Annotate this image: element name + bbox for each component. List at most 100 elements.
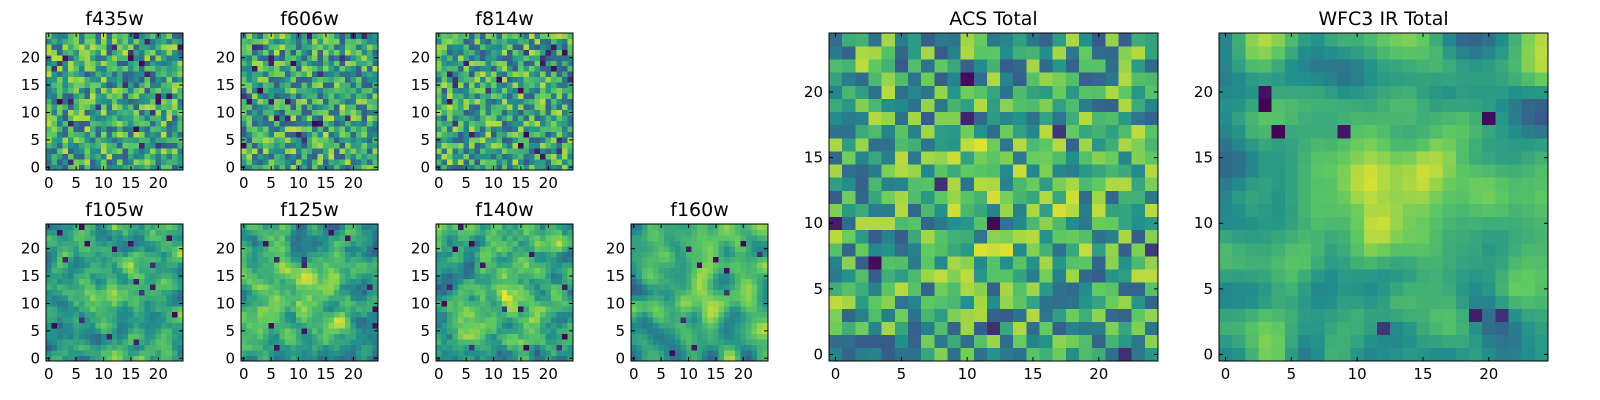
heatmap-cell <box>251 60 258 67</box>
heatmap-cell <box>323 344 330 351</box>
heatmap-cell <box>713 256 720 263</box>
heatmap-cell <box>685 333 692 340</box>
heatmap-cell <box>367 137 373 143</box>
heatmap-cell <box>457 295 464 302</box>
heatmap-cell <box>367 126 373 132</box>
heatmap-cell <box>262 137 269 143</box>
heatmap-cell <box>556 109 563 116</box>
heatmap-cell <box>290 224 297 230</box>
heatmap-cell <box>56 142 63 149</box>
heatmap-cell <box>128 43 135 50</box>
heatmap-cell <box>144 267 151 274</box>
heatmap-cell <box>436 87 442 94</box>
heatmap-cell <box>540 60 546 67</box>
heatmap-cell <box>122 148 129 154</box>
heatmap-cell <box>290 322 297 329</box>
heatmap-cell <box>84 98 91 105</box>
heatmap-cell <box>496 289 503 296</box>
heatmap-cell <box>641 273 648 280</box>
heatmap-cell <box>139 328 145 334</box>
heatmap-cell <box>251 43 258 50</box>
heatmap-cell <box>361 87 368 94</box>
heatmap-cell <box>372 33 379 39</box>
heatmap-cell <box>317 339 324 345</box>
heatmap-cell <box>241 306 247 313</box>
heatmap-cell <box>350 71 357 78</box>
heatmap-cell <box>350 126 357 132</box>
heatmap-cell <box>268 109 275 116</box>
heatmap-cell <box>279 306 286 313</box>
heatmap-cell <box>133 251 140 258</box>
heatmap-cell <box>485 104 492 111</box>
heatmap-cell <box>1065 164 1080 178</box>
heatmap-cell <box>67 120 74 127</box>
heatmap-cell <box>284 322 291 329</box>
y-tick-label: 10 <box>216 103 235 121</box>
heatmap-cell <box>691 256 698 263</box>
heatmap-cell <box>257 300 264 307</box>
heatmap-cell <box>67 234 74 241</box>
heatmap-cell <box>540 76 546 83</box>
heatmap-cell <box>1065 282 1080 296</box>
heatmap-cell <box>647 300 654 307</box>
heatmap-cell <box>479 339 486 345</box>
heatmap-cell <box>707 224 714 230</box>
heatmap-cell <box>696 350 703 356</box>
heatmap-cell <box>724 306 730 313</box>
heatmap-cell <box>56 159 63 165</box>
heatmap-cell <box>556 350 563 356</box>
heatmap-cell <box>545 240 552 247</box>
heatmap-cell <box>367 240 373 247</box>
heatmap-cell <box>328 344 335 351</box>
heatmap-cell <box>556 273 563 280</box>
heatmap-cell <box>84 49 91 56</box>
heatmap-cell <box>829 216 843 231</box>
heatmap-cell <box>106 245 113 252</box>
heatmap-cell <box>262 131 269 138</box>
heatmap-cell <box>485 71 492 78</box>
heatmap-cell <box>1144 229 1159 244</box>
heatmap-cell <box>246 229 253 236</box>
heatmap-cell <box>702 224 709 230</box>
heatmap-cell <box>562 262 568 269</box>
heatmap-cell <box>139 76 145 83</box>
heatmap-cell <box>323 350 330 356</box>
heatmap-cell <box>345 153 351 160</box>
heatmap-cell <box>663 355 670 362</box>
heatmap-cell <box>829 151 843 165</box>
heatmap-cell <box>177 87 184 94</box>
y-tick-label: 10 <box>411 294 430 312</box>
heatmap-cell <box>762 240 769 247</box>
heatmap-cell <box>345 43 351 50</box>
heatmap-cell <box>523 339 530 345</box>
heatmap-cell <box>295 333 302 340</box>
heatmap-cell <box>507 273 514 280</box>
heatmap-cell <box>468 251 475 258</box>
heatmap-cell <box>117 295 124 302</box>
heatmap-cell <box>436 267 442 274</box>
heatmap-cell <box>150 65 156 72</box>
heatmap-cell <box>545 159 552 165</box>
heatmap-cell <box>501 71 508 78</box>
heatmap-cell <box>106 148 113 154</box>
heatmap-cell <box>106 109 113 116</box>
heatmap-cell <box>446 54 453 61</box>
heatmap-cell <box>273 234 280 241</box>
heatmap-cell <box>262 87 269 94</box>
heatmap-cell <box>529 311 535 318</box>
heatmap-cell <box>56 251 63 258</box>
heatmap-cell <box>540 262 546 269</box>
heatmap-cell <box>647 267 654 274</box>
heatmap-cell <box>507 229 514 236</box>
heatmap-cell <box>89 33 96 39</box>
heatmap-cell <box>446 256 453 263</box>
heatmap-cell <box>279 339 286 345</box>
heatmap-cell <box>496 104 503 111</box>
heatmap-cell <box>166 256 173 263</box>
heatmap-cell <box>702 240 709 247</box>
heatmap-cell <box>284 350 291 356</box>
heatmap-cell <box>268 322 275 329</box>
heatmap-cell <box>829 229 843 244</box>
heatmap-cell <box>139 126 145 132</box>
panel-title: ACS Total <box>949 8 1037 30</box>
